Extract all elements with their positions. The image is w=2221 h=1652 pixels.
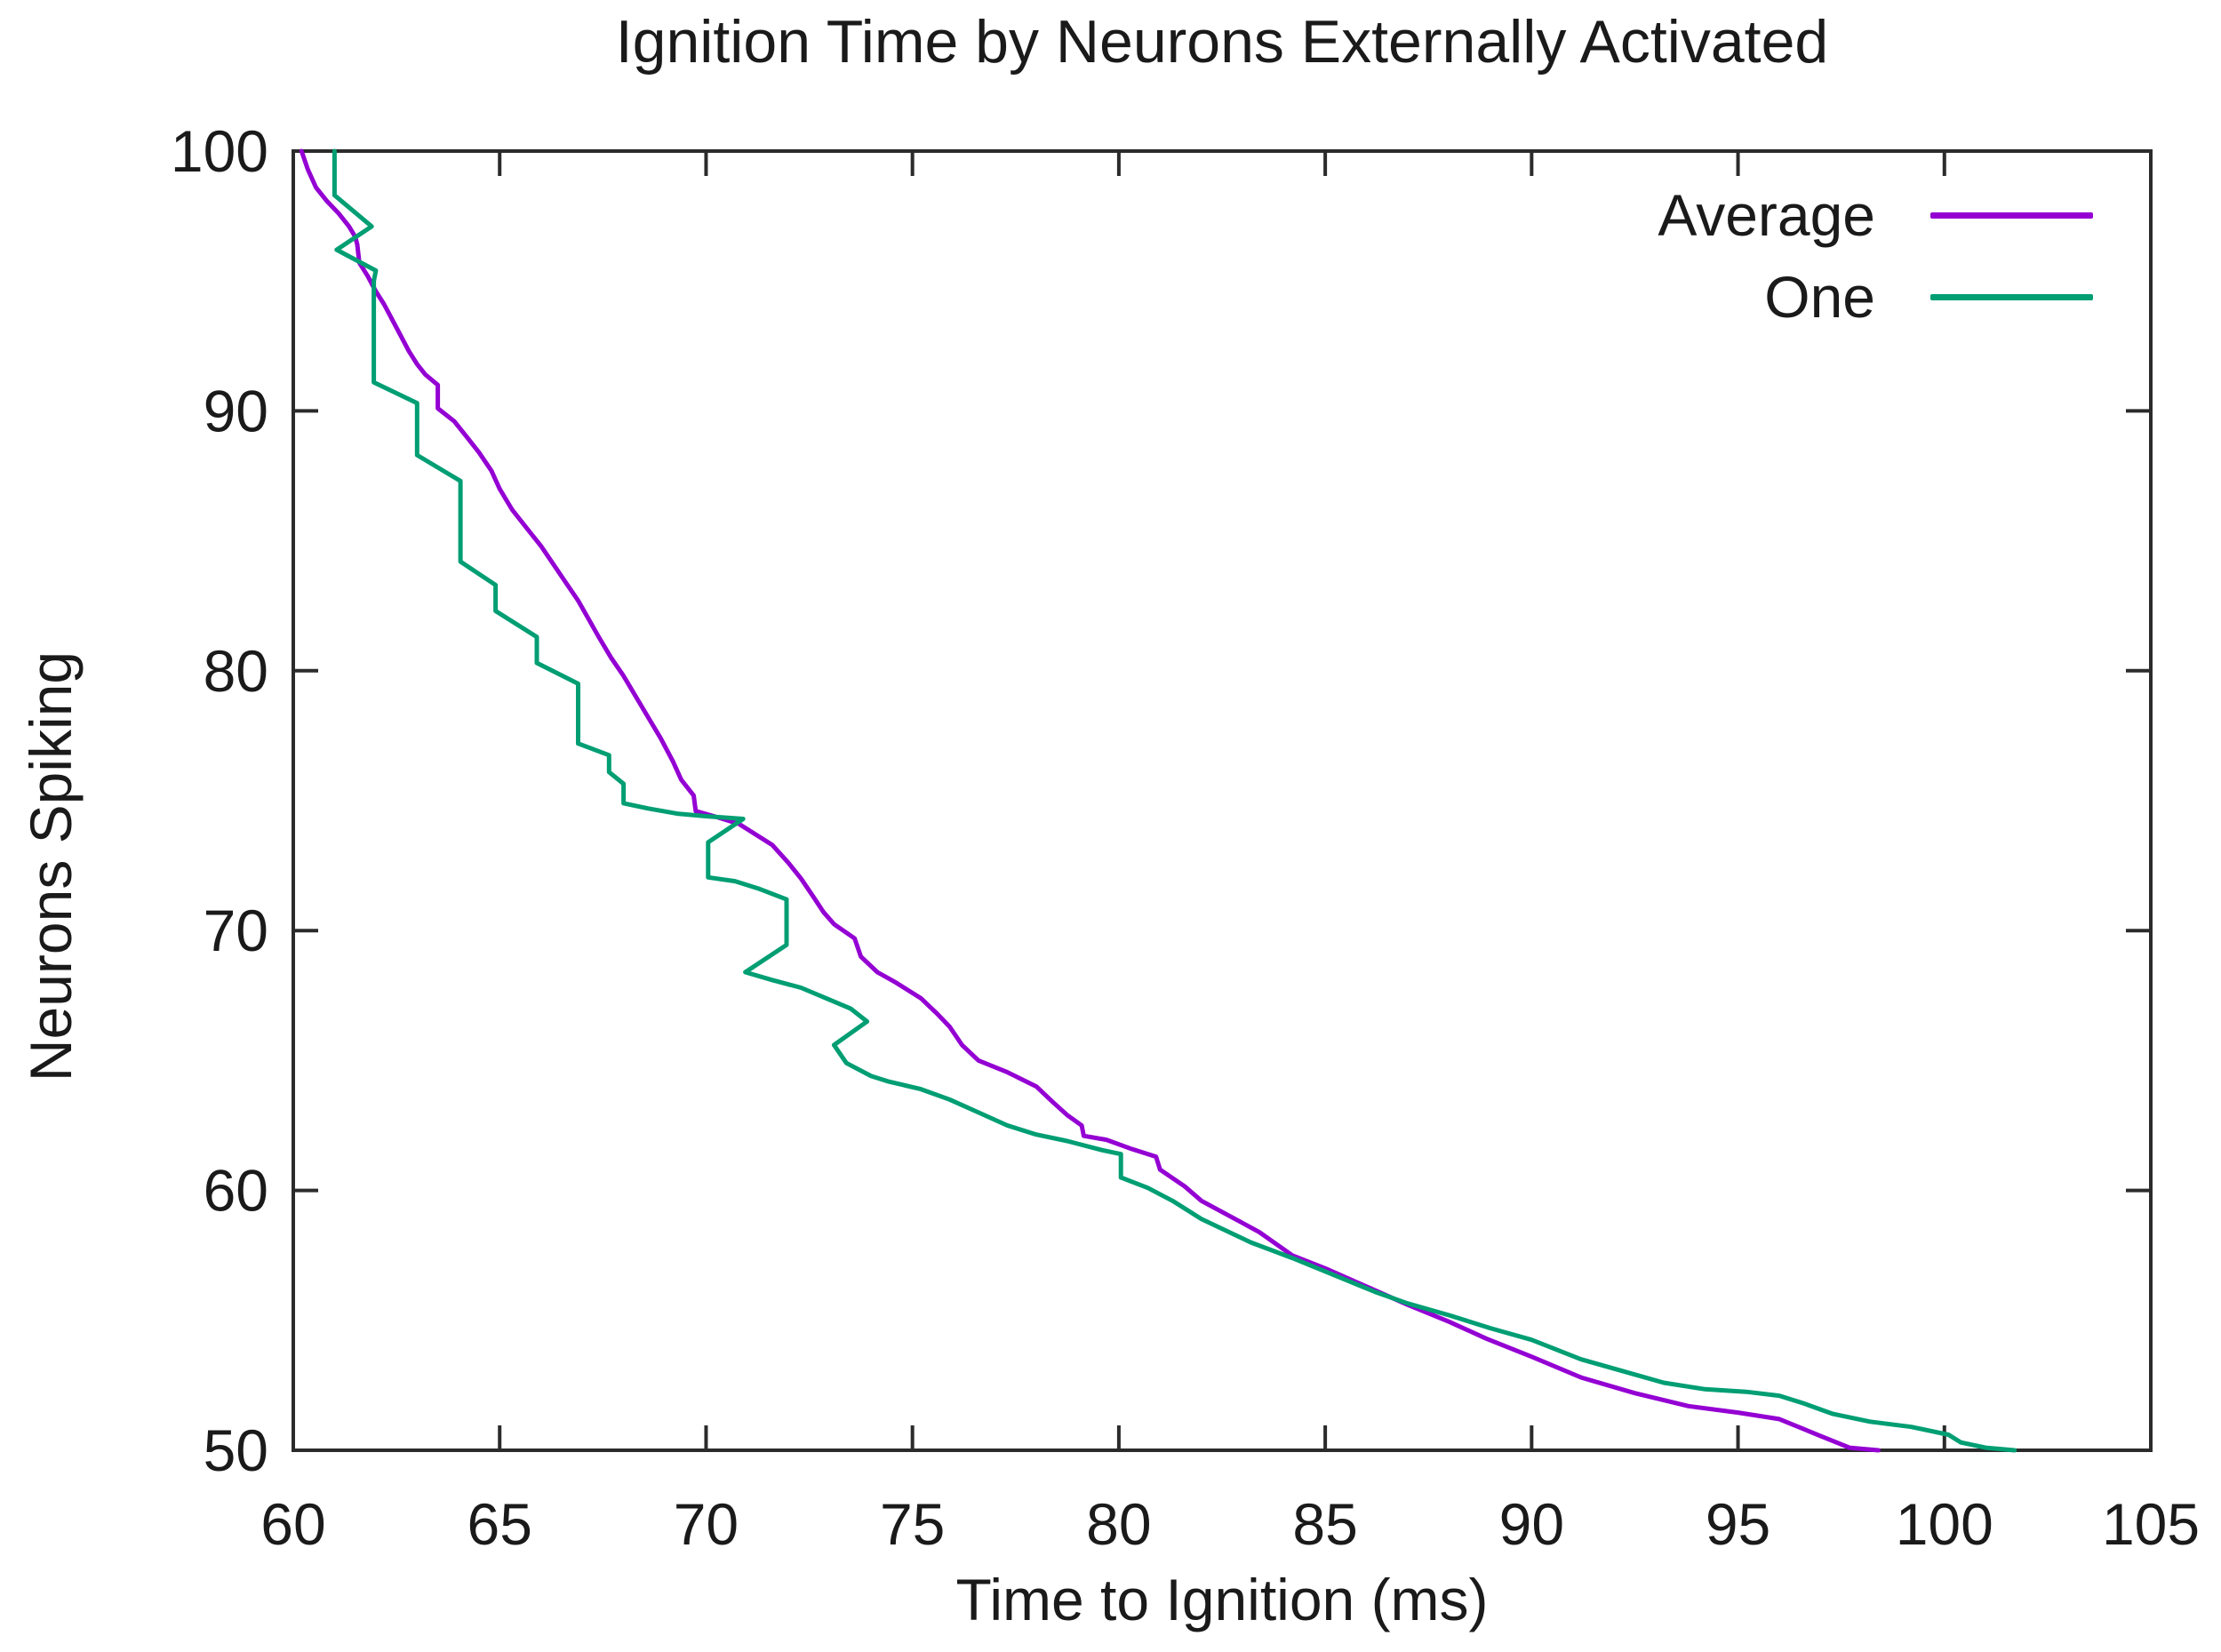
legend-label-one: One [1764,264,1875,330]
chart-title: Ignition Time by Neurons Externally Acti… [615,8,1829,76]
x-tick-label: 95 [1706,1491,1770,1557]
plot-border [292,149,2153,1452]
x-tick-label: 105 [2102,1491,2200,1557]
x-axis-label: Time to Ignition (ms) [955,1567,1489,1632]
series-line-one [332,148,2017,1453]
legend-entry-one: One [1466,256,2093,338]
x-tick-label: 85 [1292,1491,1357,1557]
x-tick-label: 70 [674,1491,739,1557]
y-tick-label: 90 [204,378,268,443]
x-tick-label: 90 [1499,1491,1564,1557]
y-tick-label: 50 [204,1417,268,1483]
x-tick-label: 60 [260,1491,325,1557]
x-tick-label: 75 [880,1491,945,1557]
x-tick-label: 65 [467,1491,532,1557]
x-tick-label: 80 [1086,1491,1151,1557]
legend-entry-average: Average [1466,174,2093,256]
y-tick-label: 100 [171,118,268,184]
y-tick-label: 70 [204,898,268,963]
legend-line-average-icon [1930,211,2093,219]
legend-line-one-icon [1930,293,2093,300]
legend: Average One [1466,174,2093,338]
series-line-average [299,148,1881,1453]
y-tick-label: 80 [204,638,268,704]
legend-label-average: Average [1658,182,1875,248]
y-axis-label: Neurons Spiking [18,650,84,1082]
y-tick-label: 60 [204,1158,268,1224]
x-tick-label: 100 [1896,1491,1993,1557]
